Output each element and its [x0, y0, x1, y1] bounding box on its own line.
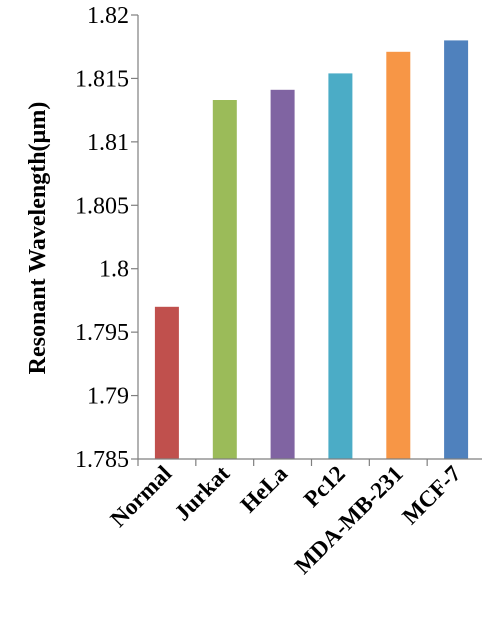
bar-mcf-7 — [444, 40, 469, 460]
bar-hela — [270, 89, 295, 460]
x-tick-label: Jurkat — [170, 461, 235, 526]
bar-mda-mb-231 — [386, 51, 411, 460]
bars-group — [154, 40, 469, 460]
x-tick-label: Pc12 — [299, 461, 350, 512]
y-tick-label: 1.785 — [75, 447, 129, 473]
y-tick-label: 1.805 — [75, 193, 129, 219]
y-axis: 1.785 1.79 1.795 1.8 1.805 1.81 1.815 1.82 — [75, 3, 139, 473]
bar-pc12 — [328, 73, 353, 460]
y-tick-label: 1.815 — [75, 66, 129, 92]
x-tick-label: HeLa — [236, 461, 293, 518]
y-tick-label: 1.81 — [87, 130, 129, 156]
y-axis-title: Resonant Wavelength(µm) — [25, 102, 51, 375]
y-tick-label: 1.795 — [75, 320, 129, 346]
bar-jurkat — [212, 100, 237, 459]
x-tick-label: MCF-7 — [397, 461, 465, 529]
y-tick-label: 1.82 — [87, 3, 129, 29]
y-tick-label: 1.8 — [99, 257, 129, 283]
bar-normal — [154, 306, 179, 459]
y-tick-label: 1.79 — [87, 384, 129, 410]
